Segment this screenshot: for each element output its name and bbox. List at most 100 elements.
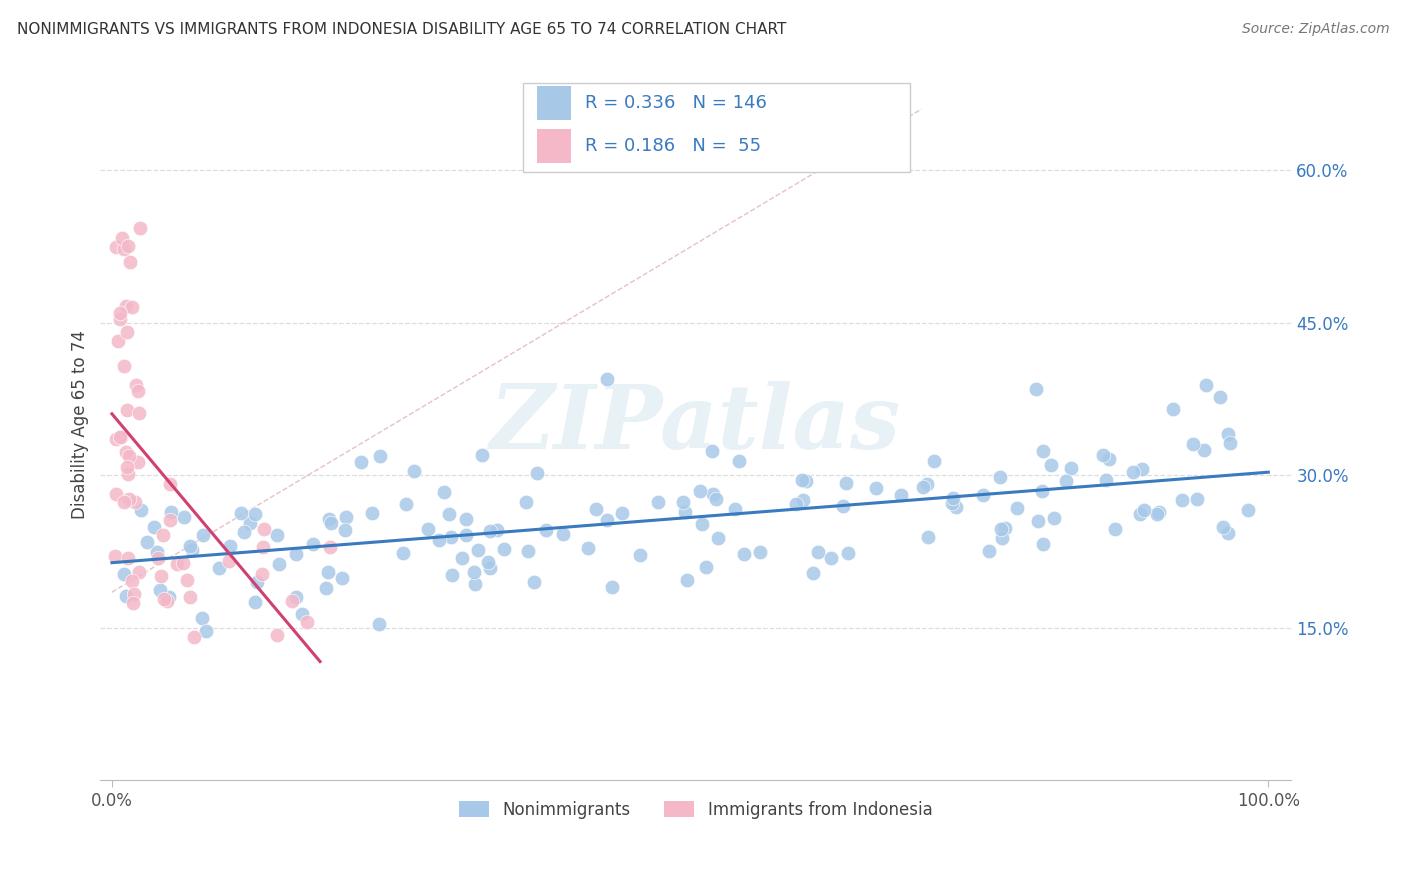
Point: [156, 594, 179, 608]
Point: [122, 586, 145, 600]
Point: [104, 549, 127, 563]
Point: [433, 484, 456, 499]
Point: [478, 524, 501, 538]
Point: [1161, 402, 1184, 417]
Point: [911, 480, 934, 494]
Point: [467, 543, 489, 558]
Point: [922, 454, 945, 468]
Point: [297, 615, 319, 629]
Point: [172, 557, 194, 571]
Point: [153, 591, 176, 606]
Point: [576, 541, 599, 555]
Point: [266, 528, 288, 542]
Point: [749, 544, 772, 558]
FancyBboxPatch shape: [537, 128, 571, 163]
Point: [108, 311, 131, 326]
Point: [692, 517, 714, 532]
Point: [1095, 473, 1118, 487]
Point: [464, 577, 486, 591]
Point: [392, 546, 415, 560]
Point: [785, 497, 807, 511]
Point: [890, 488, 912, 502]
Point: [807, 545, 830, 559]
Point: [159, 590, 181, 604]
Point: [1025, 382, 1047, 396]
Point: [704, 491, 727, 506]
Point: [152, 528, 174, 542]
Point: [179, 590, 201, 604]
Point: [146, 545, 169, 559]
Point: [291, 607, 314, 621]
Y-axis label: Disability Age 65 to 74: Disability Age 65 to 74: [72, 330, 89, 519]
Point: [285, 591, 308, 605]
Point: [628, 548, 651, 562]
Point: [1122, 465, 1144, 479]
Point: [105, 487, 128, 501]
Point: [917, 530, 939, 544]
Point: [831, 500, 853, 514]
Point: [252, 541, 274, 555]
Point: [118, 449, 141, 463]
Point: [105, 240, 128, 254]
Point: [173, 509, 195, 524]
Point: [117, 325, 139, 339]
Point: [160, 505, 183, 519]
Point: [335, 509, 357, 524]
Point: [526, 467, 548, 481]
Point: [368, 449, 391, 463]
Point: [114, 589, 136, 603]
Point: [990, 522, 1012, 536]
Point: [994, 521, 1017, 535]
Point: [232, 524, 254, 539]
Point: [159, 513, 181, 527]
Point: [1212, 519, 1234, 533]
Point: [148, 550, 170, 565]
Point: [1031, 484, 1053, 499]
Point: [728, 454, 751, 468]
Point: [252, 522, 274, 536]
Point: [281, 594, 304, 608]
Point: [702, 487, 724, 501]
Point: [1208, 390, 1230, 404]
Point: [321, 516, 343, 530]
Point: [121, 574, 143, 589]
Point: [794, 475, 817, 489]
Point: [104, 433, 127, 447]
Point: [673, 506, 696, 520]
Point: [1130, 462, 1153, 476]
Point: [117, 239, 139, 253]
Point: [792, 474, 814, 488]
Point: [477, 555, 499, 569]
Point: [208, 561, 231, 575]
Point: [941, 496, 963, 510]
Point: [991, 531, 1014, 545]
Point: [672, 494, 695, 508]
Point: [361, 506, 384, 520]
Point: [122, 596, 145, 610]
Point: [792, 493, 814, 508]
Point: [1132, 503, 1154, 517]
Point: [159, 477, 181, 491]
Point: [1147, 504, 1170, 518]
Point: [129, 221, 152, 235]
Text: R = 0.336   N = 146: R = 0.336 N = 146: [585, 94, 768, 112]
Point: [1005, 500, 1028, 515]
Point: [246, 574, 269, 589]
Point: [231, 506, 253, 520]
Point: [135, 535, 157, 549]
Point: [266, 628, 288, 642]
Point: [179, 539, 201, 553]
Point: [451, 550, 474, 565]
Point: [600, 580, 623, 594]
Point: [972, 488, 994, 502]
Point: [108, 430, 131, 444]
Point: [915, 477, 938, 491]
Point: [176, 574, 198, 588]
Point: [418, 522, 440, 536]
Point: [117, 492, 139, 507]
Point: [115, 300, 138, 314]
Point: [1104, 522, 1126, 536]
Point: [1032, 537, 1054, 551]
Point: [689, 483, 711, 498]
Point: [1128, 507, 1150, 521]
